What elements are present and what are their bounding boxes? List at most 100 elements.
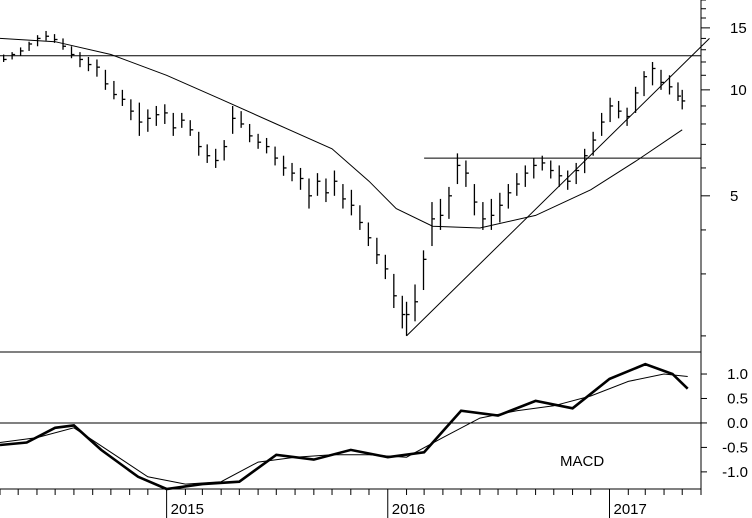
- x-tick-label: 2016: [392, 501, 425, 518]
- price-bar: [507, 184, 512, 209]
- price-bar: [367, 222, 372, 247]
- macd-y-tick-label: 0.5: [727, 390, 748, 407]
- price-bar: [465, 160, 469, 187]
- price-bar: [401, 295, 406, 329]
- x-axis-ticks: 2015 2016 2017: [0, 489, 702, 518]
- price-bar: [198, 131, 202, 156]
- price-bar: [359, 205, 363, 230]
- price-bar: [113, 80, 117, 100]
- price-y-tick-label: 10: [730, 82, 747, 99]
- price-bar: [414, 284, 419, 322]
- price-bar: [342, 184, 346, 209]
- price-bar: [567, 170, 571, 190]
- macd-y-tick-label: 0.0: [727, 415, 748, 432]
- price-bar: [490, 198, 495, 230]
- price-bar: [155, 105, 160, 126]
- macd-y-tick-label: 1.0: [727, 366, 748, 383]
- price-bar: [215, 148, 219, 168]
- price-bar: [53, 34, 58, 43]
- price-bar: [516, 173, 520, 196]
- price-bar: [181, 112, 185, 128]
- price-bar: [138, 102, 143, 136]
- price-bar: [265, 137, 270, 154]
- price-bar: [617, 100, 622, 119]
- price-bar: [206, 144, 211, 163]
- price-bar: [333, 170, 338, 196]
- macd-y-tick-label: -1.0: [722, 464, 748, 481]
- price-bar: [431, 202, 435, 247]
- price-bar: [677, 82, 681, 101]
- price-bar: [448, 186, 452, 219]
- price-bar: [257, 133, 262, 149]
- price-bar: [609, 97, 614, 123]
- price-bar: [299, 167, 304, 190]
- price-bar: [651, 61, 656, 86]
- price-bar: [2, 54, 7, 62]
- price-bar: [130, 99, 134, 121]
- price-bar: [600, 112, 605, 136]
- macd-y-tick-label: -0.5: [722, 439, 748, 456]
- price-bar: [422, 250, 427, 291]
- price-bar: [384, 254, 389, 280]
- price-panel: 15 10 5: [0, 0, 747, 337]
- price-bar: [592, 131, 597, 156]
- price-bar: [19, 47, 24, 56]
- price-bar: [643, 71, 648, 97]
- price-bar: [36, 35, 41, 47]
- price-bar: [499, 192, 503, 223]
- macd-label: MACD: [560, 453, 604, 470]
- price-bar: [558, 165, 563, 187]
- price-horizontal-lines: [0, 55, 701, 159]
- price-y-tick-label: 5: [730, 188, 738, 205]
- price-bar: [70, 46, 75, 59]
- price-moving-average: [0, 37, 683, 229]
- macd-lines: [0, 362, 689, 491]
- price-bar: [189, 120, 194, 136]
- price-bar: [482, 202, 486, 230]
- price-bar: [316, 173, 321, 196]
- price-bar: [668, 75, 673, 95]
- price-bar: [325, 178, 329, 203]
- price-bar: [524, 165, 529, 187]
- price-bar: [11, 52, 16, 60]
- price-bar: [147, 109, 151, 132]
- moving-average-line: [0, 37, 683, 229]
- price-bar: [240, 111, 245, 128]
- macd-axis-ticks: 1.0 0.5 0.0 -0.5 -1.0: [0, 351, 748, 481]
- price-bar: [350, 189, 355, 216]
- macd-panel: 1.0 0.5 0.0 -0.5 -1.0 MACD: [0, 351, 748, 491]
- x-axis: 2015 2016 2017: [0, 489, 702, 518]
- price-axis-ticks: 15 10 5: [701, 0, 747, 337]
- price-bar: [282, 155, 287, 176]
- price-trend-line: [406, 38, 710, 337]
- price-bar: [248, 123, 253, 143]
- price-bar: [456, 153, 461, 185]
- price-bar: [274, 146, 279, 166]
- price-bar: [550, 160, 554, 179]
- price-bar: [473, 184, 478, 216]
- x-tick-label: 2017: [614, 501, 647, 518]
- trend-line: [406, 38, 710, 337]
- price-bar: [541, 155, 546, 171]
- price-y-tick-label: 15: [730, 20, 747, 37]
- price-bar: [376, 237, 380, 265]
- price-bar: [575, 162, 580, 185]
- price-bar: [405, 301, 410, 336]
- price-bar: [681, 89, 686, 110]
- price-bar: [28, 41, 33, 51]
- price-bar: [439, 198, 444, 230]
- price-bar: [45, 30, 50, 41]
- macd-signal-line: [0, 373, 688, 485]
- price-bar: [164, 104, 168, 124]
- price-bar: [62, 38, 67, 50]
- price-bar: [660, 69, 665, 90]
- price-bar: [96, 59, 100, 77]
- price-bar: [584, 148, 588, 174]
- price-bar: [308, 178, 312, 209]
- macd-line: [0, 362, 689, 491]
- price-bar: [87, 56, 92, 72]
- price-bars: [2, 30, 686, 336]
- price-bar: [232, 105, 236, 134]
- price-bar: [291, 162, 296, 182]
